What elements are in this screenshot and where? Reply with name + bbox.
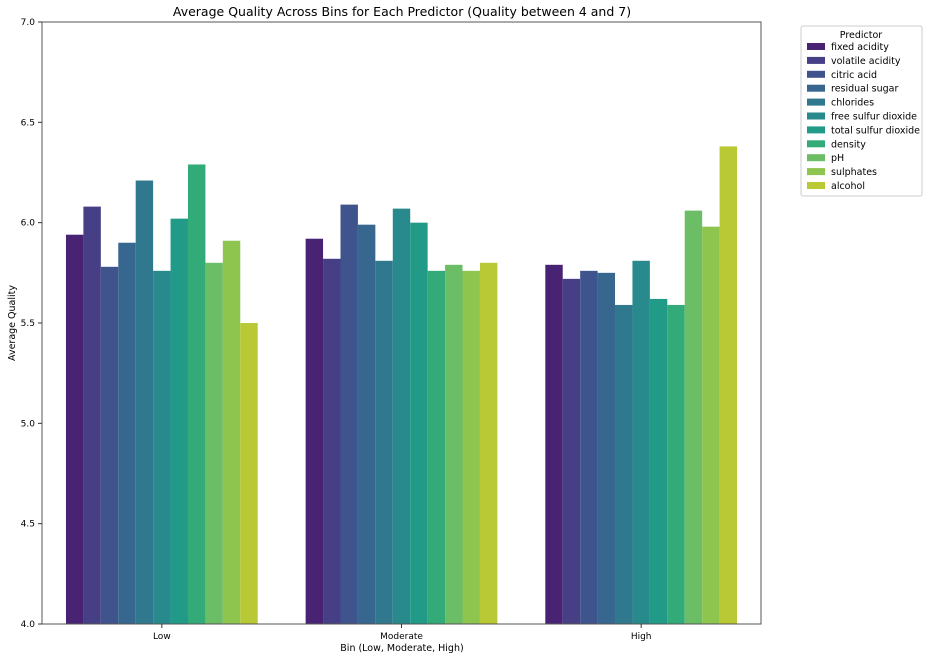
- bar-high-citric-acid: [580, 270, 598, 624]
- legend-label: sulphates: [831, 167, 877, 178]
- legend: Predictor fixed acidity volatile acidity c…: [800, 25, 923, 197]
- bar-moderate-free-sulfur-dioxide: [392, 208, 411, 624]
- y-axis-label: Average Quality: [7, 285, 18, 361]
- legend-swatch: [807, 154, 825, 162]
- legend-label: chlorides: [831, 98, 874, 109]
- bar-high-total-sulfur-dioxide: [649, 298, 668, 624]
- legend-label: alcohol: [831, 181, 865, 192]
- bar-high-chlorides: [615, 304, 633, 624]
- bar-high-volatile-acidity: [562, 278, 581, 624]
- legend-swatch: [807, 84, 825, 92]
- legend-swatch: [807, 98, 825, 106]
- x-axis: Low Moderate High: [153, 624, 652, 642]
- legend-label: pH: [831, 153, 844, 164]
- x-tick-label: High: [631, 632, 652, 642]
- legend-frame: [800, 25, 923, 197]
- bar-low-fixed-acidity: [65, 234, 84, 624]
- legend-swatch: [807, 43, 825, 50]
- bar-moderate-fixed-acidity: [305, 238, 324, 624]
- y-tick-label: 4.0: [21, 620, 36, 630]
- legend-label: citric acid: [831, 70, 877, 81]
- x-tick-label: Moderate: [380, 632, 423, 642]
- bar-moderate-sulphates: [462, 270, 480, 624]
- bar-low-free-sulfur-dioxide: [153, 270, 171, 624]
- bar-moderate-citric-acid: [340, 204, 358, 625]
- legend-label: volatile acidity: [831, 56, 901, 67]
- bar-low-chlorides: [135, 180, 154, 624]
- bar-low-sulphates: [222, 240, 241, 625]
- chart-title: Average Quality Across Bins for Each Pre…: [173, 4, 631, 19]
- y-tick-label: 6.5: [21, 118, 35, 128]
- legend-swatch: [807, 140, 825, 148]
- bar-low-alcohol: [240, 323, 258, 624]
- y-tick-label: 6.0: [21, 219, 36, 229]
- legend-label: free sulfur dioxide: [831, 112, 917, 123]
- y-tick-label: 7.0: [21, 18, 36, 28]
- legend-swatch: [807, 126, 825, 134]
- legend-swatch: [807, 70, 825, 78]
- bar-high-alcohol: [719, 146, 738, 624]
- bar-high-sulphates: [702, 226, 720, 624]
- legend-title: Predictor: [840, 30, 883, 41]
- bar-high-pH: [684, 210, 703, 624]
- x-axis-label: Bin (Low, Moderate, High): [340, 643, 463, 654]
- x-tick-label: Low: [153, 632, 171, 642]
- legend-label: fixed acidity: [831, 42, 889, 53]
- y-tick-label: 5.0: [21, 419, 36, 429]
- legend-label: total sulfur dioxide: [831, 125, 920, 136]
- bar-high-free-sulfur-dioxide: [632, 260, 650, 624]
- bar-moderate-volatile-acidity: [323, 258, 341, 624]
- bar-high-density: [667, 304, 685, 624]
- bar-high-fixed-acidity: [545, 264, 563, 624]
- legend-label: residual sugar: [831, 84, 898, 95]
- bar-low-residual-sugar: [118, 242, 136, 625]
- legend-swatch: [807, 168, 825, 176]
- y-tick-label: 5.5: [21, 319, 35, 329]
- bar-moderate-chlorides: [375, 260, 393, 624]
- bar-low-volatile-acidity: [83, 206, 101, 625]
- legend-items: fixed acidity volatile acidity citric acid…: [807, 42, 920, 192]
- bar-low-density: [187, 164, 206, 624]
- y-axis: 4.0 4.5 5.0 5.5 6.0 6.5 7.0: [21, 18, 42, 630]
- legend-label: density: [831, 139, 866, 150]
- legend-swatch: [807, 56, 825, 64]
- bars-group: [65, 146, 738, 625]
- bar-moderate-pH: [445, 264, 463, 624]
- bar-low-citric-acid: [100, 266, 119, 624]
- bar-moderate-density: [427, 270, 446, 624]
- bar-moderate-alcohol: [479, 262, 498, 624]
- bar-moderate-residual-sugar: [357, 224, 376, 625]
- y-tick-label: 4.5: [21, 520, 35, 530]
- legend-swatch: [807, 182, 825, 189]
- bar-low-total-sulfur-dioxide: [170, 218, 188, 624]
- legend-swatch: [807, 112, 825, 120]
- bar-high-residual-sugar: [597, 272, 616, 624]
- bar-moderate-total-sulfur-dioxide: [410, 222, 428, 625]
- bar-low-pH: [205, 262, 223, 624]
